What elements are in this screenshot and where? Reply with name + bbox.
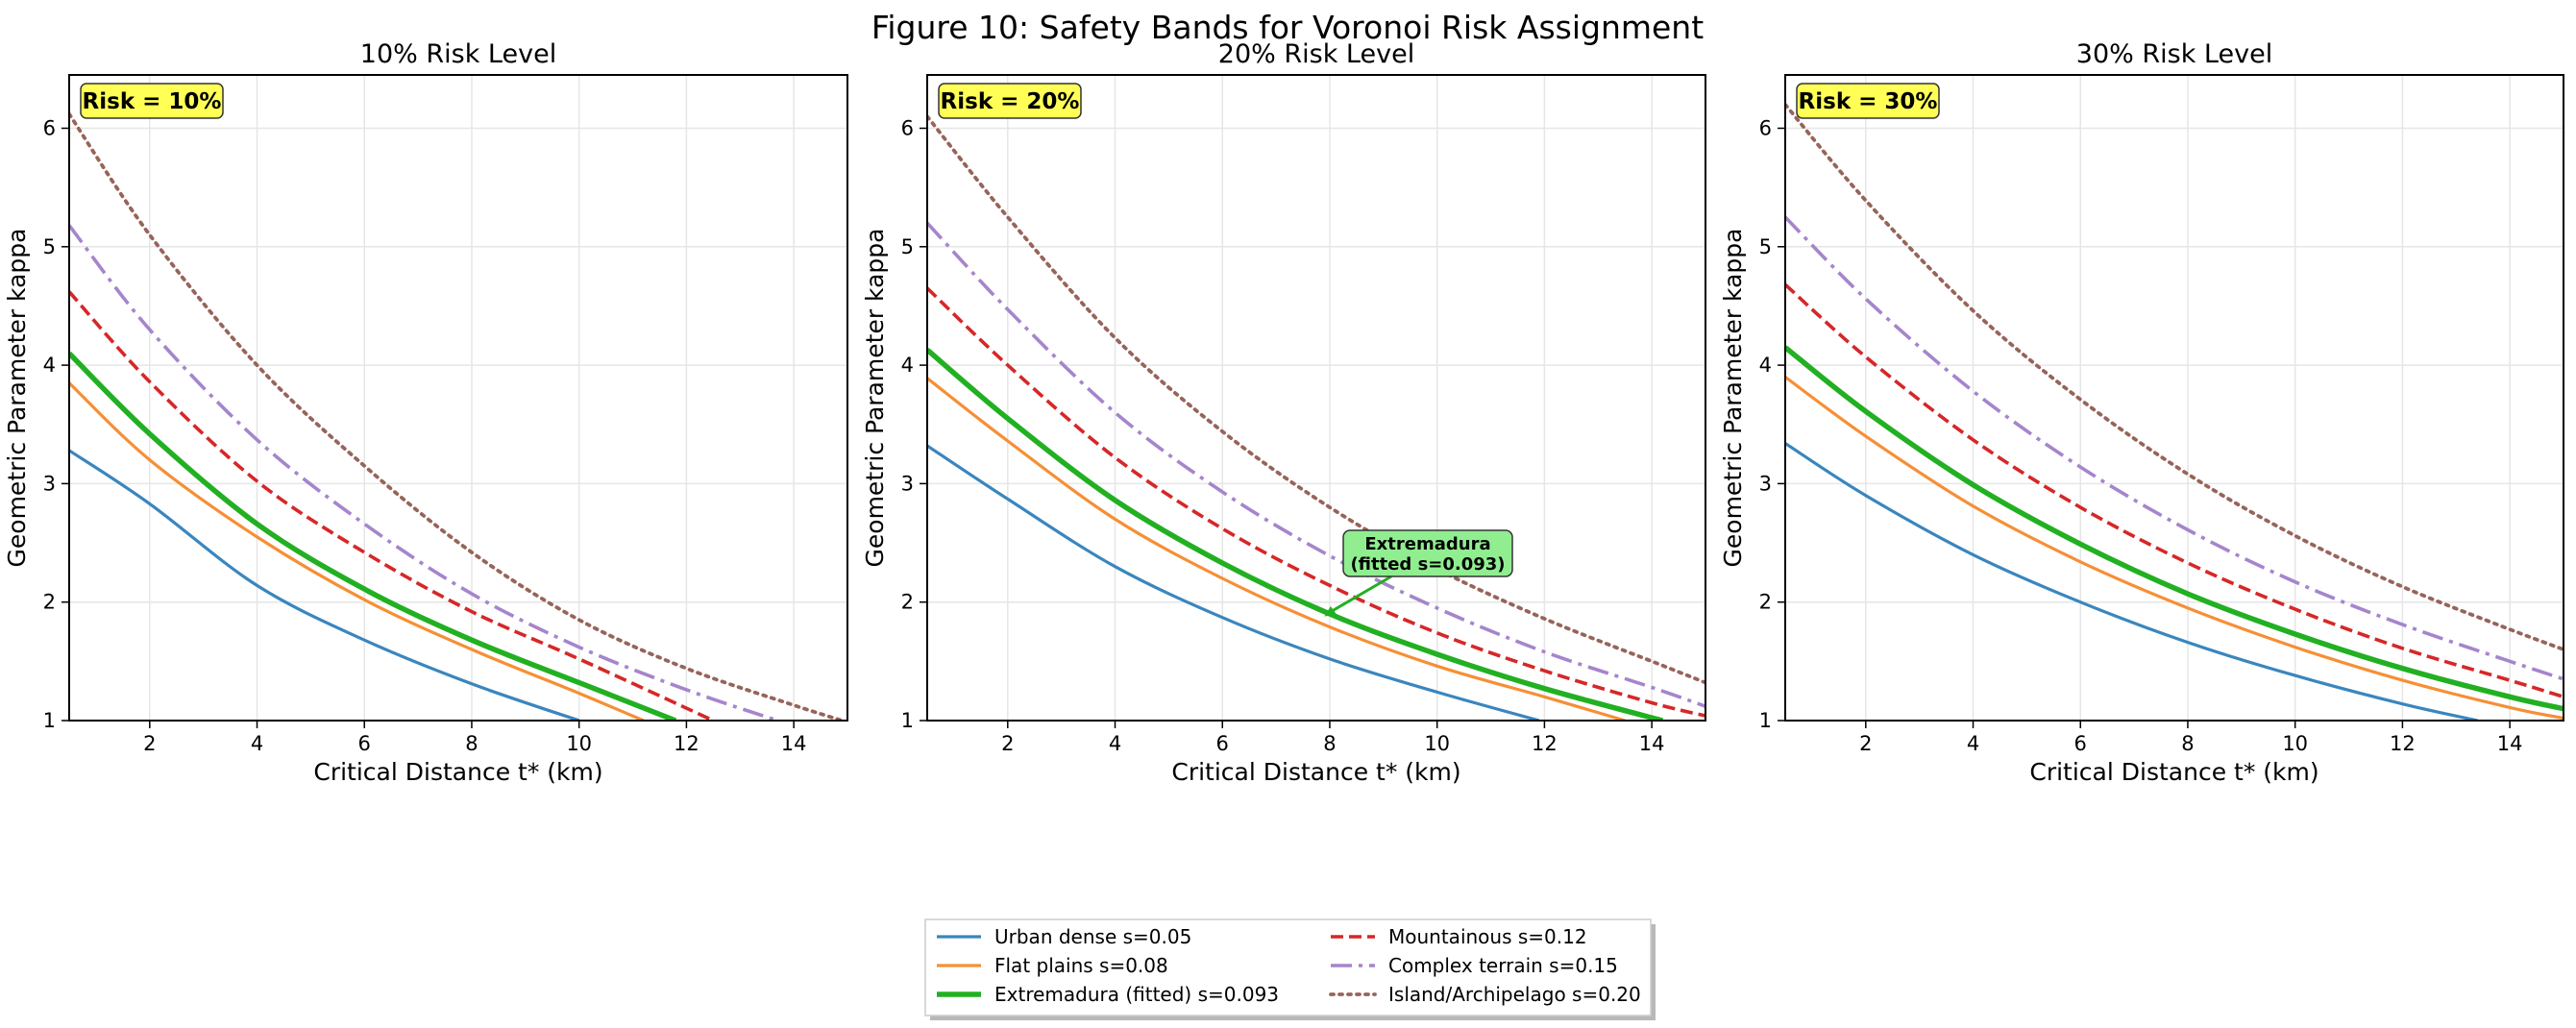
annotation-arrowhead	[1324, 605, 1337, 617]
series-line-extremadura	[69, 351, 677, 721]
y-tick-label: 4	[901, 354, 914, 377]
y-tick-label: 3	[901, 472, 914, 495]
legend-label-island: Island/Archipelago s=0.20	[1388, 983, 1641, 1006]
x-tick-label: 8	[465, 732, 478, 755]
y-tick-label: 1	[1759, 709, 1772, 732]
series-group	[927, 114, 1705, 721]
risk-badge-label: Risk = 30%	[1799, 89, 1938, 114]
risk-badge	[938, 83, 1082, 119]
series-group	[69, 111, 845, 721]
y-tick-label: 5	[43, 235, 56, 258]
series-line-mountainous	[69, 290, 715, 721]
x-tick-label: 12	[1532, 732, 1558, 755]
x-tick-label: 2	[1859, 732, 1872, 755]
x-tick-label: 4	[1109, 732, 1121, 755]
y-tick-label: 3	[1759, 472, 1772, 495]
series-line-urban	[69, 449, 580, 721]
x-tick-label: 6	[358, 732, 371, 755]
annotation-line2: (fitted s=0.093)	[1350, 554, 1505, 575]
x-tick-label: 12	[674, 732, 699, 755]
y-tick-label: 2	[901, 591, 914, 614]
series-line-flat	[69, 381, 645, 721]
panel-title: 10% Risk Level	[360, 39, 556, 69]
series-line-island	[1785, 102, 2564, 651]
y-tick-label: 4	[1759, 354, 1772, 377]
y-axis-label: Geometric Parameter kappa	[861, 229, 889, 568]
series-line-flat	[927, 377, 1626, 721]
figure-title: Figure 10: Safety Bands for Voronoi Risk…	[871, 9, 1704, 46]
series-line-complex	[1785, 215, 2564, 681]
x-axis-label: Critical Distance t* (km)	[2029, 758, 2318, 786]
x-tick-label: 14	[781, 732, 807, 755]
series-line-island	[927, 114, 1705, 685]
series-line-mountainous	[927, 286, 1705, 718]
risk-badge	[80, 83, 224, 119]
series-line-complex	[927, 221, 1705, 708]
x-tick-label: 6	[2074, 732, 2087, 755]
risk-badge-label: Risk = 10%	[83, 89, 222, 114]
x-axis-label: Critical Distance t* (km)	[313, 758, 602, 786]
x-tick-label: 4	[251, 732, 263, 755]
y-tick-label: 1	[43, 709, 56, 732]
y-tick-label: 5	[901, 235, 914, 258]
x-tick-label: 10	[2282, 732, 2308, 755]
x-tick-label: 10	[566, 732, 592, 755]
y-tick-label: 5	[1759, 235, 1772, 258]
y-tick-label: 6	[901, 116, 914, 139]
legend-box	[924, 918, 1652, 1016]
y-tick-label: 3	[43, 472, 56, 495]
annotation-box	[1342, 529, 1513, 577]
y-tick-label: 6	[1759, 116, 1772, 139]
y-tick-label: 1	[901, 709, 914, 732]
annotation-arrow	[1330, 575, 1392, 613]
legend-label-urban: Urban dense s=0.05	[994, 925, 1191, 948]
series-line-complex	[69, 224, 778, 721]
x-tick-label: 8	[2181, 732, 2194, 755]
series-line-extremadura	[1785, 345, 2564, 712]
axes-frame	[926, 74, 1706, 722]
series-line-urban	[1785, 442, 2478, 721]
x-tick-label: 6	[1216, 732, 1229, 755]
y-axis-label: Geometric Parameter kappa	[1719, 229, 1747, 568]
x-tick-label: 8	[1323, 732, 1336, 755]
x-tick-label: 14	[1639, 732, 1665, 755]
annotation-line1: Extremadura	[1364, 534, 1490, 554]
y-tick-label: 2	[43, 591, 56, 614]
series-line-urban	[927, 444, 1540, 721]
x-tick-label: 2	[143, 732, 156, 755]
series-line-flat	[1785, 376, 2564, 721]
risk-badge	[1796, 83, 1940, 119]
x-tick-label: 4	[1967, 732, 1979, 755]
series-line-island	[69, 111, 845, 721]
series-group	[1785, 102, 2564, 721]
y-axis-label: Geometric Parameter kappa	[3, 229, 31, 568]
axes-frame	[1784, 74, 2564, 722]
x-tick-label: 2	[1001, 732, 1014, 755]
panel-title: 30% Risk Level	[2076, 39, 2272, 69]
y-tick-label: 6	[43, 116, 56, 139]
x-tick-label: 10	[1424, 732, 1450, 755]
legend-label-complex: Complex terrain s=0.15	[1388, 954, 1618, 977]
x-axis-label: Critical Distance t* (km)	[1171, 758, 1460, 786]
risk-badge-label: Risk = 20%	[941, 89, 1080, 114]
x-tick-label: 14	[2497, 732, 2523, 755]
x-tick-label: 12	[2390, 732, 2416, 755]
series-line-extremadura	[927, 348, 1664, 721]
panel-title: 20% Risk Level	[1218, 39, 1414, 69]
y-tick-label: 2	[1759, 591, 1772, 614]
y-tick-label: 4	[43, 354, 56, 377]
legend-label-mountainous: Mountainous s=0.12	[1388, 925, 1587, 948]
axes-frame	[68, 74, 848, 722]
series-line-mountainous	[1785, 282, 2564, 699]
legend-label-flat: Flat plains s=0.08	[994, 954, 1168, 977]
legend-label-extremadura: Extremadura (fitted) s=0.093	[994, 983, 1279, 1006]
